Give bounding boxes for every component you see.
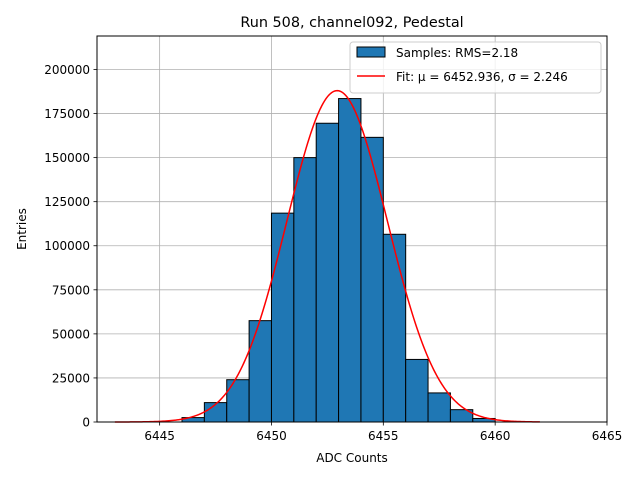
chart-title: Run 508, channel092, Pedestal (240, 15, 463, 31)
histogram-bars (181, 98, 496, 423)
histogram-bar (405, 358, 429, 423)
x-tick-label: 6455 (368, 429, 399, 443)
y-axis-ticks: 0 25000 50000 75000 100000 125000 150000 175000… (44, 63, 97, 430)
histogram-bar (270, 212, 295, 423)
y-tick-label: 0 (82, 416, 90, 430)
x-axis-label: ADC Counts (316, 451, 388, 465)
histogram-bar (226, 379, 250, 423)
y-tick-label: 175000 (44, 107, 90, 121)
y-tick-label: 100000 (44, 239, 90, 253)
x-tick-label: 6465 (592, 429, 623, 443)
y-tick-label: 75000 (52, 283, 90, 297)
y-tick-label: 200000 (44, 63, 90, 77)
legend-samples-label: Samples: RMS=2.18 (396, 46, 518, 60)
y-tick-label: 25000 (52, 371, 90, 385)
x-tick-label: 6460 (480, 429, 511, 443)
x-tick-label: 6445 (144, 429, 175, 443)
legend-bar-swatch (356, 46, 386, 58)
y-tick-label: 125000 (44, 195, 90, 209)
y-tick-label: 50000 (52, 327, 90, 341)
histogram-bar (248, 320, 272, 423)
histogram-bar (382, 233, 407, 423)
histogram-bar (427, 392, 451, 423)
histogram-bar (315, 122, 340, 423)
histogram-bar (293, 157, 317, 423)
plot-frame (96, 35, 608, 423)
legend-box (349, 41, 602, 94)
gaussian-fit-line (114, 89, 540, 423)
x-axis-ticks: 6445 6450 6455 6460 6465 (144, 422, 622, 443)
y-axis-label: Entries (15, 208, 29, 250)
histogram-bar (203, 402, 228, 423)
x-tick-label: 6450 (256, 429, 287, 443)
histogram-bar (338, 98, 362, 423)
y-tick-label: 150000 (44, 151, 90, 165)
legend-fit-label: Fit: μ = 6452.936, σ = 2.246 (396, 70, 568, 84)
histogram-bar (360, 136, 384, 423)
legend: Samples: RMS=2.18 Fit: μ = 6452.936, σ =… (349, 41, 602, 94)
